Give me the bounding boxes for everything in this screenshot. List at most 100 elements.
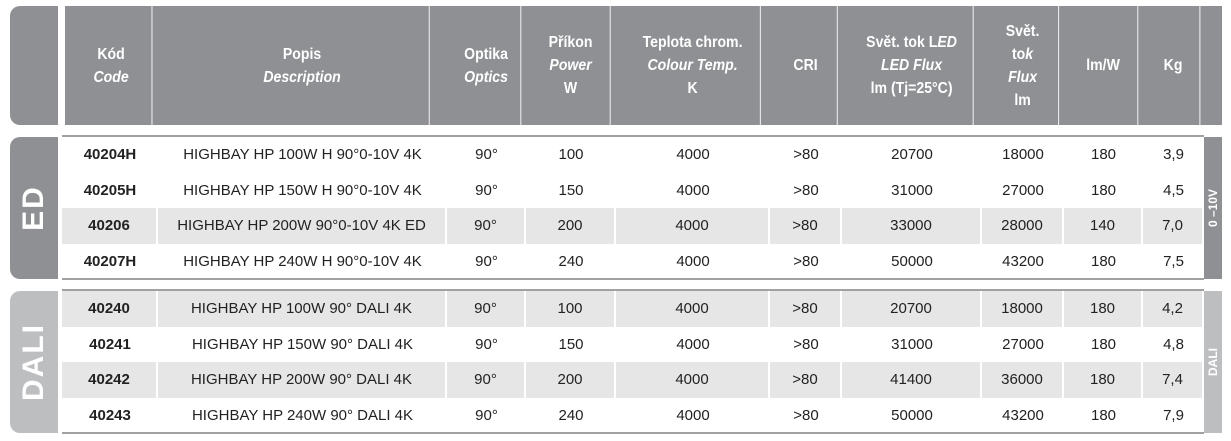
cell-description: HIGHBAY HP 150W H 90°0-10V 4K <box>183 181 422 199</box>
table-row: 40206 HIGHBAY HP 200W 90°0-10V 4K ED 90° 20… <box>62 208 1204 244</box>
table-row: 40243 HIGHBAY HP 240W 90° DALI 4K 90° 240 40… <box>62 398 1204 434</box>
group-side-tab: 0 –10V <box>1204 137 1222 279</box>
cell-lm-per-w: 180 <box>1090 335 1117 353</box>
cell-power: 240 <box>558 406 584 424</box>
header-line: Kg <box>1163 57 1183 74</box>
cell-cri: >80 <box>770 362 842 398</box>
cell-weight: 4,2 <box>1143 291 1204 327</box>
cell-flux: 43200 <box>1002 406 1044 424</box>
cell-power: 100 <box>526 291 616 327</box>
cell-flux: 27000 <box>1002 181 1044 199</box>
header-weight: Kg <box>1147 6 1201 125</box>
cell-colour-temp: 4000 <box>616 362 770 398</box>
cell-optics: 90° <box>475 181 498 199</box>
cell-led-flux: 33000 <box>842 208 982 244</box>
header-line: K <box>687 80 698 97</box>
cell-weight: 7,5 <box>1163 252 1184 270</box>
header-line: Power <box>549 57 592 74</box>
group-label: ED <box>17 185 50 231</box>
cell-cri: >80 <box>793 335 819 353</box>
cell-weight: 3,9 <box>1163 146 1184 164</box>
table-header <box>65 6 1222 125</box>
header-line: Popis <box>282 45 322 63</box>
cell-description: HIGHBAY HP 200W 90°0-10V 4K ED <box>158 208 447 244</box>
header-line: Svět. tok LED <box>866 34 957 51</box>
cell-cri: >80 <box>770 291 842 327</box>
cell-led-flux: 50000 <box>891 252 933 270</box>
cell-optics: 90° <box>475 406 498 424</box>
cell-optics: 90° <box>447 362 526 398</box>
cell-led-flux: 31000 <box>891 181 933 199</box>
cell-lm-per-w: 140 <box>1064 208 1143 244</box>
cell-description: HIGHBAY HP 200W 90° DALI 4K <box>158 362 447 398</box>
cell-power: 240 <box>558 252 584 270</box>
table-row: 40242 HIGHBAY HP 200W 90° DALI 4K 90° 200 40… <box>62 362 1204 398</box>
header-code: Kód Code <box>71 6 153 125</box>
cell-weight: 7,4 <box>1143 362 1204 398</box>
cell-lm-per-w: 180 <box>1090 252 1117 270</box>
cell-colour-temp: 4000 <box>616 291 770 327</box>
divider <box>62 432 1204 434</box>
cell-weight: 7,9 <box>1163 406 1184 424</box>
header-led-flux: Svět. tok LED LED Flux lm (Tj=25°C) <box>850 6 974 125</box>
header-line: Optika <box>464 45 508 63</box>
divider <box>62 289 1204 291</box>
header-cri: CRI <box>774 6 838 125</box>
cell-led-flux: 20700 <box>891 146 933 164</box>
cell-flux: 18000 <box>1002 146 1044 164</box>
cell-led-flux: 50000 <box>891 406 933 424</box>
cell-code: 40207H <box>83 252 137 270</box>
header-flux: Svět. tok Flux lm <box>987 6 1060 125</box>
header-line: lm/W <box>1086 57 1120 74</box>
header-line: Flux <box>1008 68 1038 86</box>
cell-power: 100 <box>558 146 584 164</box>
header-line: W <box>563 80 578 97</box>
header-optics: Optika Optics <box>452 6 522 125</box>
cell-code: 40242 <box>62 362 158 398</box>
cell-description: HIGHBAY HP 240W H 90°0-10V 4K <box>183 252 422 270</box>
cell-optics: 90° <box>475 335 498 353</box>
header-line: Příkon <box>548 34 593 51</box>
cell-lm-per-w: 180 <box>1090 146 1117 164</box>
cell-flux: 28000 <box>982 208 1064 244</box>
header-line: lm (Tj=25°C) <box>870 80 953 97</box>
cell-description: HIGHBAY HP 100W 90° DALI 4K <box>158 291 447 327</box>
cell-cri: >80 <box>793 181 819 199</box>
cell-weight: 4,5 <box>1163 181 1184 199</box>
cell-flux: 18000 <box>982 291 1064 327</box>
header-power: Příkon Power W <box>531 6 611 125</box>
header-line: Teplota chrom. <box>642 34 743 51</box>
cell-colour-temp: 4000 <box>676 406 710 424</box>
cell-lm-per-w: 180 <box>1064 362 1143 398</box>
cell-optics: 90° <box>447 291 526 327</box>
cell-cri: >80 <box>793 252 819 270</box>
cell-code: 40205H <box>83 181 137 199</box>
table-row: 40240 HIGHBAY HP 100W 90° DALI 4K 90° 100 40… <box>62 291 1204 327</box>
cell-cri: >80 <box>793 146 819 164</box>
cell-lm-per-w: 180 <box>1090 181 1117 199</box>
cell-led-flux: 41400 <box>842 362 982 398</box>
cell-power: 200 <box>526 362 616 398</box>
table-row: 40204H HIGHBAY HP 100W H 90°0-10V 4K 90° 10… <box>62 137 1204 173</box>
cell-description: HIGHBAY HP 150W 90° DALI 4K <box>191 335 414 353</box>
header-line: Colour Temp. <box>647 57 738 74</box>
header-lm-per-w: lm/W <box>1069 6 1139 125</box>
cell-lm-per-w: 180 <box>1090 406 1117 424</box>
divider <box>62 278 1204 280</box>
group-tab-dali: DALI <box>10 291 58 433</box>
cell-optics: 90° <box>475 146 498 164</box>
cell-flux: 27000 <box>1002 335 1044 353</box>
cell-code: 40243 <box>89 406 131 424</box>
group-side-label: 0 –10V <box>1206 188 1221 228</box>
cell-weight: 7,0 <box>1143 208 1204 244</box>
cell-led-flux: 20700 <box>842 291 982 327</box>
cell-description: HIGHBAY HP 240W 90° DALI 4K <box>191 406 414 424</box>
cell-code: 40241 <box>89 335 131 353</box>
group-side-label: DALI <box>1206 348 1220 376</box>
header-line: Description <box>263 68 341 86</box>
cell-optics: 90° <box>447 208 526 244</box>
table-row: 40205H HIGHBAY HP 150W H 90°0-10V 4K 90° 15… <box>62 173 1204 209</box>
cell-power: 200 <box>526 208 616 244</box>
cell-weight: 4,8 <box>1163 335 1184 353</box>
header-tab <box>10 6 58 125</box>
